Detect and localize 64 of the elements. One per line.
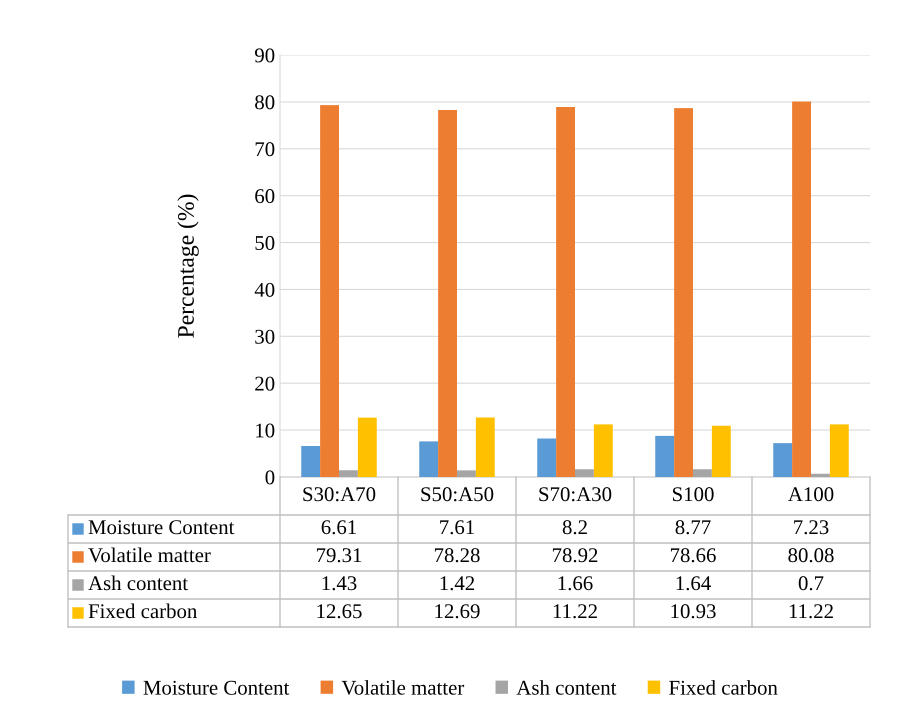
y-tick-label: 60	[255, 189, 274, 204]
data-label: 7.61	[440, 520, 474, 534]
data-label: 11.22	[554, 604, 597, 618]
data-label: 78.92	[552, 548, 598, 562]
data-label: 1.42	[440, 576, 474, 590]
x-tick-label: S100	[672, 487, 714, 502]
x-tick-label: A100	[788, 487, 834, 502]
data-label: 7.23	[794, 520, 828, 534]
data-label: 10.93	[671, 604, 716, 618]
bar	[556, 106, 575, 477]
legend-label: Volatile matter	[88, 548, 211, 562]
data-label: 1.66	[558, 576, 593, 590]
bar	[457, 470, 476, 477]
legend-label: Moisture Content	[88, 520, 234, 534]
y-tick-label: 90	[254, 48, 274, 62]
bar	[655, 436, 674, 477]
text: Ash content	[516, 680, 616, 695]
data-label: 12.65	[317, 604, 362, 618]
y-tick-label: 0	[266, 470, 274, 484]
data-label: 0.7	[798, 576, 824, 590]
data-label: 79.31	[316, 548, 362, 562]
data-label: 1.43	[322, 576, 356, 590]
text: Volatile matter	[342, 680, 464, 695]
data-label: 12.69	[435, 604, 480, 618]
bar	[301, 446, 320, 477]
bar	[674, 108, 693, 477]
data-label: 6.61	[322, 520, 356, 534]
bar	[339, 470, 358, 477]
bar	[575, 469, 594, 477]
bar	[712, 426, 731, 477]
y-tick-label: 50	[256, 236, 274, 250]
data-label: 11.22	[790, 604, 833, 618]
y-tick-label: 70	[256, 142, 274, 156]
bar	[773, 443, 792, 477]
data-label: 78.28	[434, 548, 480, 562]
data-label: 8.77	[676, 520, 711, 534]
y-tick-label: 80	[255, 95, 274, 110]
x-tick-label: S50:A50	[421, 487, 494, 502]
text: Fixed carbon	[88, 604, 198, 618]
data-label: 8.2	[562, 520, 587, 534]
legend-label: Fixed carbon	[669, 680, 778, 695]
legend-label: Ash content	[88, 576, 188, 590]
bar	[594, 424, 613, 477]
data-label: 78.66	[670, 548, 716, 562]
y-axis-title: Percentage (%)	[177, 194, 199, 338]
x-tick-label: S30:A70	[303, 487, 376, 502]
bar	[476, 418, 495, 477]
bar	[693, 469, 712, 477]
data-label: 1.64	[676, 576, 711, 590]
data-label: 80.08	[788, 548, 834, 562]
y-tick-label: 30	[255, 330, 274, 344]
bar	[792, 102, 811, 477]
bar	[811, 474, 830, 477]
bar	[438, 110, 457, 477]
bar	[358, 418, 377, 477]
bar	[419, 441, 438, 477]
x-tick-label: S70:A30	[539, 487, 612, 502]
bar	[320, 105, 339, 477]
y-tick-label: 10	[256, 423, 274, 438]
bar	[537, 438, 556, 477]
text: Moisture Content	[144, 680, 290, 695]
y-tick-label: 40	[254, 282, 274, 297]
y-tick-label: 20	[255, 376, 274, 391]
bar	[830, 424, 849, 477]
